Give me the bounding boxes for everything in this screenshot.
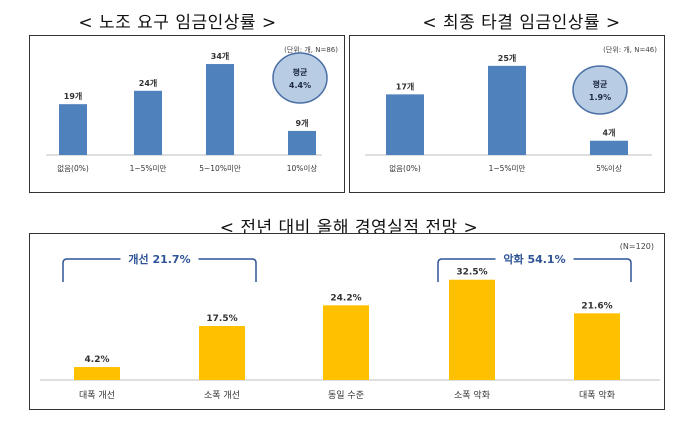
group-label-bg-0 (120, 250, 199, 266)
data-label-2-4: 21.6% (581, 301, 612, 311)
data-label-0-3: 9개 (296, 118, 309, 128)
bar-1-2 (590, 140, 628, 155)
category-label-1-0: 없음(0%) (389, 164, 421, 173)
data-label-2-0: 4.2% (85, 355, 110, 365)
category-label-1-2: 5%이상 (596, 163, 622, 173)
bar-0-2 (206, 64, 234, 155)
category-label-2-3: 소폭 악화 (454, 389, 490, 401)
data-label-2-1: 17.5% (206, 314, 237, 324)
bar-2-4 (574, 313, 620, 380)
data-label-2-3: 32.5% (456, 268, 487, 278)
data-label-0-2: 34개 (211, 51, 230, 61)
bar-0-3 (288, 130, 316, 155)
average-label-1: 평균 (593, 79, 608, 89)
chart-title-union-demand: < 노조 요구 임금인상률 > (78, 13, 277, 33)
average-value-1: 1.9% (589, 93, 611, 102)
bar-2-1 (199, 326, 245, 380)
bar-2-0 (74, 367, 120, 380)
group-label-bg-1 (495, 250, 574, 266)
data-label-1-1: 25개 (498, 53, 517, 63)
category-label-0-2: 5~10%미만 (199, 164, 241, 173)
data-label-0-0: 19개 (64, 91, 83, 101)
category-label-0-0: 없음(0%) (57, 164, 89, 173)
average-value-0: 4.4% (289, 81, 311, 90)
average-label-0: 평균 (293, 67, 308, 77)
data-label-2-2: 24.2% (330, 293, 361, 303)
data-label-1-0: 17개 (396, 81, 415, 91)
category-label-2-2: 동일 수준 (328, 390, 364, 401)
average-bubble-0 (272, 52, 328, 104)
bar-0-0 (59, 104, 87, 155)
bar-0-1 (134, 90, 162, 155)
unit-note-final-settlement: (단위: 개, N=46) (603, 46, 657, 54)
category-label-1-1: 1~5%미만 (489, 164, 526, 173)
bar-1-0 (386, 94, 424, 155)
group-label-0: 개선 21.7% (128, 252, 190, 266)
category-label-2-4: 대폭 악화 (579, 389, 615, 401)
group-label-1: 악화 54.1% (503, 252, 565, 266)
bar-2-2 (323, 305, 369, 380)
category-label-0-3: 10%이상 (287, 163, 318, 173)
bar-2-3 (449, 279, 495, 380)
category-label-2-1: 소폭 개선 (204, 390, 240, 401)
average-bubble-1 (572, 65, 628, 115)
chart-title-final-settlement: < 최종 타결 임금인상률 > (422, 13, 621, 33)
unit-note-business-outlook: (N=120) (619, 242, 654, 251)
bar-1-1 (488, 65, 526, 155)
category-label-2-0: 대폭 개선 (79, 390, 115, 401)
data-label-0-1: 24개 (139, 78, 158, 88)
data-label-1-2: 4개 (603, 128, 616, 138)
unit-note-union-demand: (단위: 개, N=86) (284, 46, 338, 54)
category-label-0-1: 1~5%미만 (130, 164, 167, 173)
